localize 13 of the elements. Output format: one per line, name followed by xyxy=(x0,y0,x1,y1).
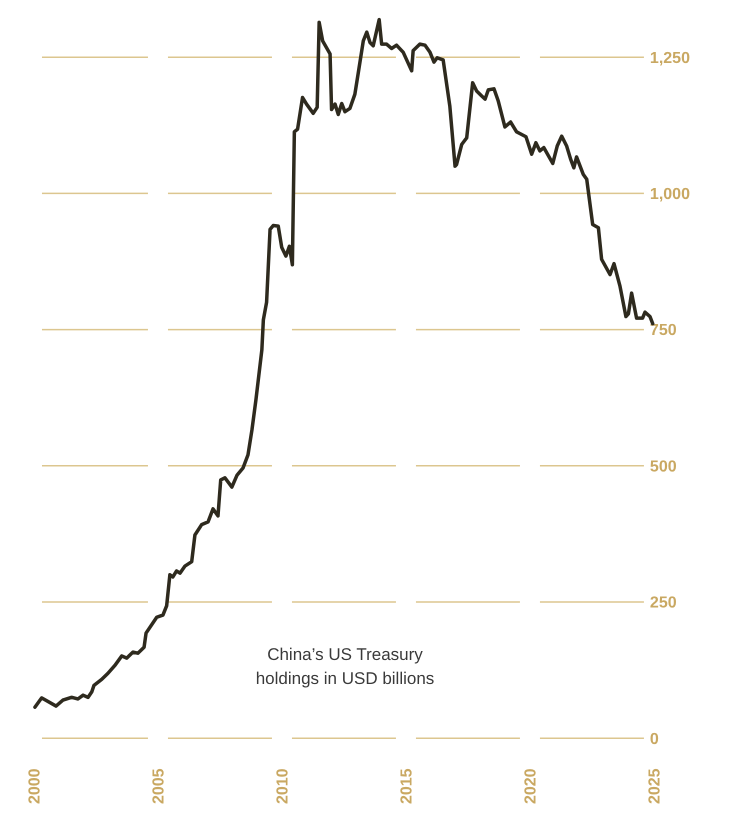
y-tick-label: 750 xyxy=(650,322,677,340)
x-tick-label: 2025 xyxy=(646,768,664,804)
y-tick-label: 1,250 xyxy=(650,50,690,67)
x-tick-label: 2005 xyxy=(150,768,168,804)
y-tick-label: 0 xyxy=(650,730,659,748)
x-tick-label: 2015 xyxy=(398,768,416,804)
y-tick-label: 1,000 xyxy=(650,186,690,204)
text: China’s US Treasury holdings in USD billions xyxy=(256,645,434,688)
y-tick-label: 500 xyxy=(650,458,677,476)
y-tick-label: 250 xyxy=(650,594,677,612)
x-tick-label: 2000 xyxy=(26,768,44,804)
x-tick-label: 2010 xyxy=(274,768,292,804)
x-tick-label: 2020 xyxy=(522,768,540,804)
